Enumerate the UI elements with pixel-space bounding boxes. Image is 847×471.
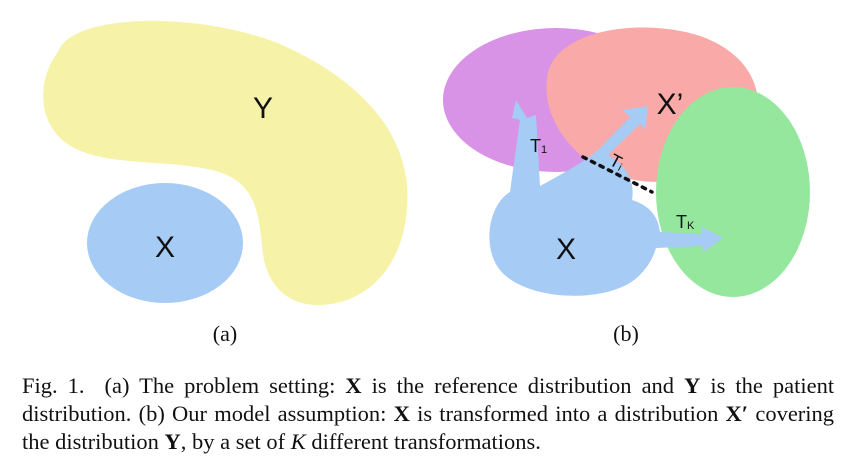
caption-symbol-x-prime: X′ — [725, 401, 749, 426]
panel-b: X’ X T1 Ti TK (b) — [443, 27, 810, 346]
caption-symbol-y: Y — [684, 373, 701, 398]
caption-symbol-x: X — [393, 401, 410, 426]
region-x-label: X — [155, 231, 175, 264]
distribution-x-region — [87, 183, 243, 303]
caption-text: Our model assumption: — [172, 401, 387, 426]
caption-text: , by a set of — [180, 429, 286, 454]
figure-caption: Fig. 1. (a) The problem setting: X is th… — [22, 372, 834, 456]
caption-text: different transformations. — [311, 429, 541, 454]
panel-a: Y X (a) — [43, 20, 408, 346]
caption-text: covering the distribution — [22, 401, 835, 454]
region-x-label-b: X — [556, 233, 576, 266]
caption-text: is the reference distribution and — [371, 373, 675, 398]
caption-text: is transformed into a distribution — [417, 401, 719, 426]
region-y-label: Y — [253, 92, 273, 125]
distribution-x-transformed-region — [489, 100, 723, 296]
transform-t1-label: T1 — [530, 136, 547, 156]
panel-b-label: (b) — [613, 321, 639, 346]
transform-tk-label: TK — [676, 212, 695, 232]
transforms-ellipsis-dotted-line — [581, 155, 654, 194]
caption-symbol-x: X — [345, 373, 362, 398]
region-x-prime-label: X’ — [657, 88, 684, 121]
distribution-y-region — [43, 20, 408, 305]
caption-symbol-k: K — [290, 429, 306, 454]
caption-fig-label: Fig. 1. — [22, 373, 85, 398]
caption-text: is the patient distribution. — [22, 373, 835, 426]
caption-symbol-y: Y — [164, 429, 181, 454]
panel-a-label: (a) — [213, 321, 237, 346]
caption-text: The problem setting: — [139, 373, 336, 398]
caption-panel-a-marker: (a) — [104, 373, 130, 398]
caption-panel-b-marker: (b) — [138, 401, 165, 426]
